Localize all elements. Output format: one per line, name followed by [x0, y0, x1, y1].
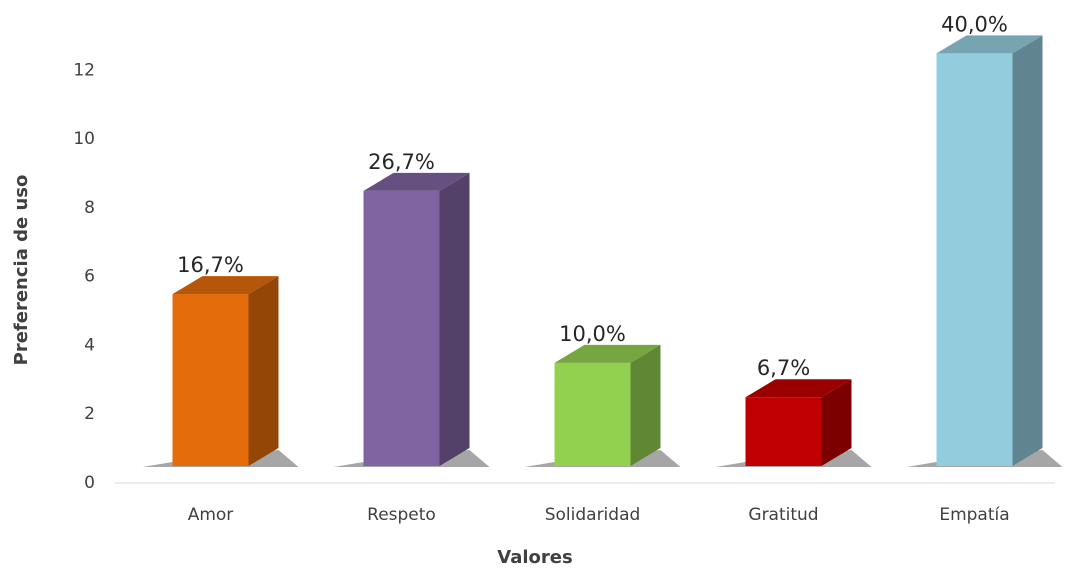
bar-side	[248, 276, 279, 466]
bar-side	[1012, 35, 1043, 467]
value-label: 40,0%	[941, 12, 1008, 36]
x-tick-label: Empatía	[939, 505, 1009, 525]
bar	[554, 362, 631, 466]
y-tick-label: 2	[84, 404, 95, 424]
bar	[172, 294, 249, 466]
bar-top	[172, 276, 279, 295]
y-axis-title: Preferencia de uso	[11, 175, 32, 366]
bar	[936, 53, 1013, 467]
y-tick-label: 4	[84, 335, 95, 355]
value-label: 6,7%	[757, 356, 810, 380]
bar-side	[439, 172, 470, 466]
y-tick-label: 12	[73, 60, 95, 80]
bar-side	[630, 344, 661, 466]
y-tick-label: 0	[84, 473, 95, 493]
bar	[745, 397, 822, 466]
y-tick-label: 8	[84, 198, 95, 218]
bar	[363, 190, 440, 466]
x-tick-label: Amor	[188, 505, 234, 525]
value-label: 26,7%	[368, 150, 435, 174]
bar-side	[821, 379, 852, 466]
bar-top	[554, 344, 661, 363]
bar-top	[745, 379, 852, 398]
value-label: 16,7%	[177, 253, 244, 277]
y-tick-label: 10	[73, 129, 95, 149]
y-tick-label: 6	[84, 267, 95, 287]
bar-top	[936, 35, 1043, 54]
x-axis-title: Valores	[497, 547, 572, 568]
value-label: 10,0%	[559, 322, 626, 346]
x-tick-label: Solidaridad	[545, 505, 641, 525]
bar-top	[363, 172, 470, 191]
x-tick-label: Gratitud	[748, 505, 818, 525]
x-tick-label: Respeto	[367, 505, 436, 525]
